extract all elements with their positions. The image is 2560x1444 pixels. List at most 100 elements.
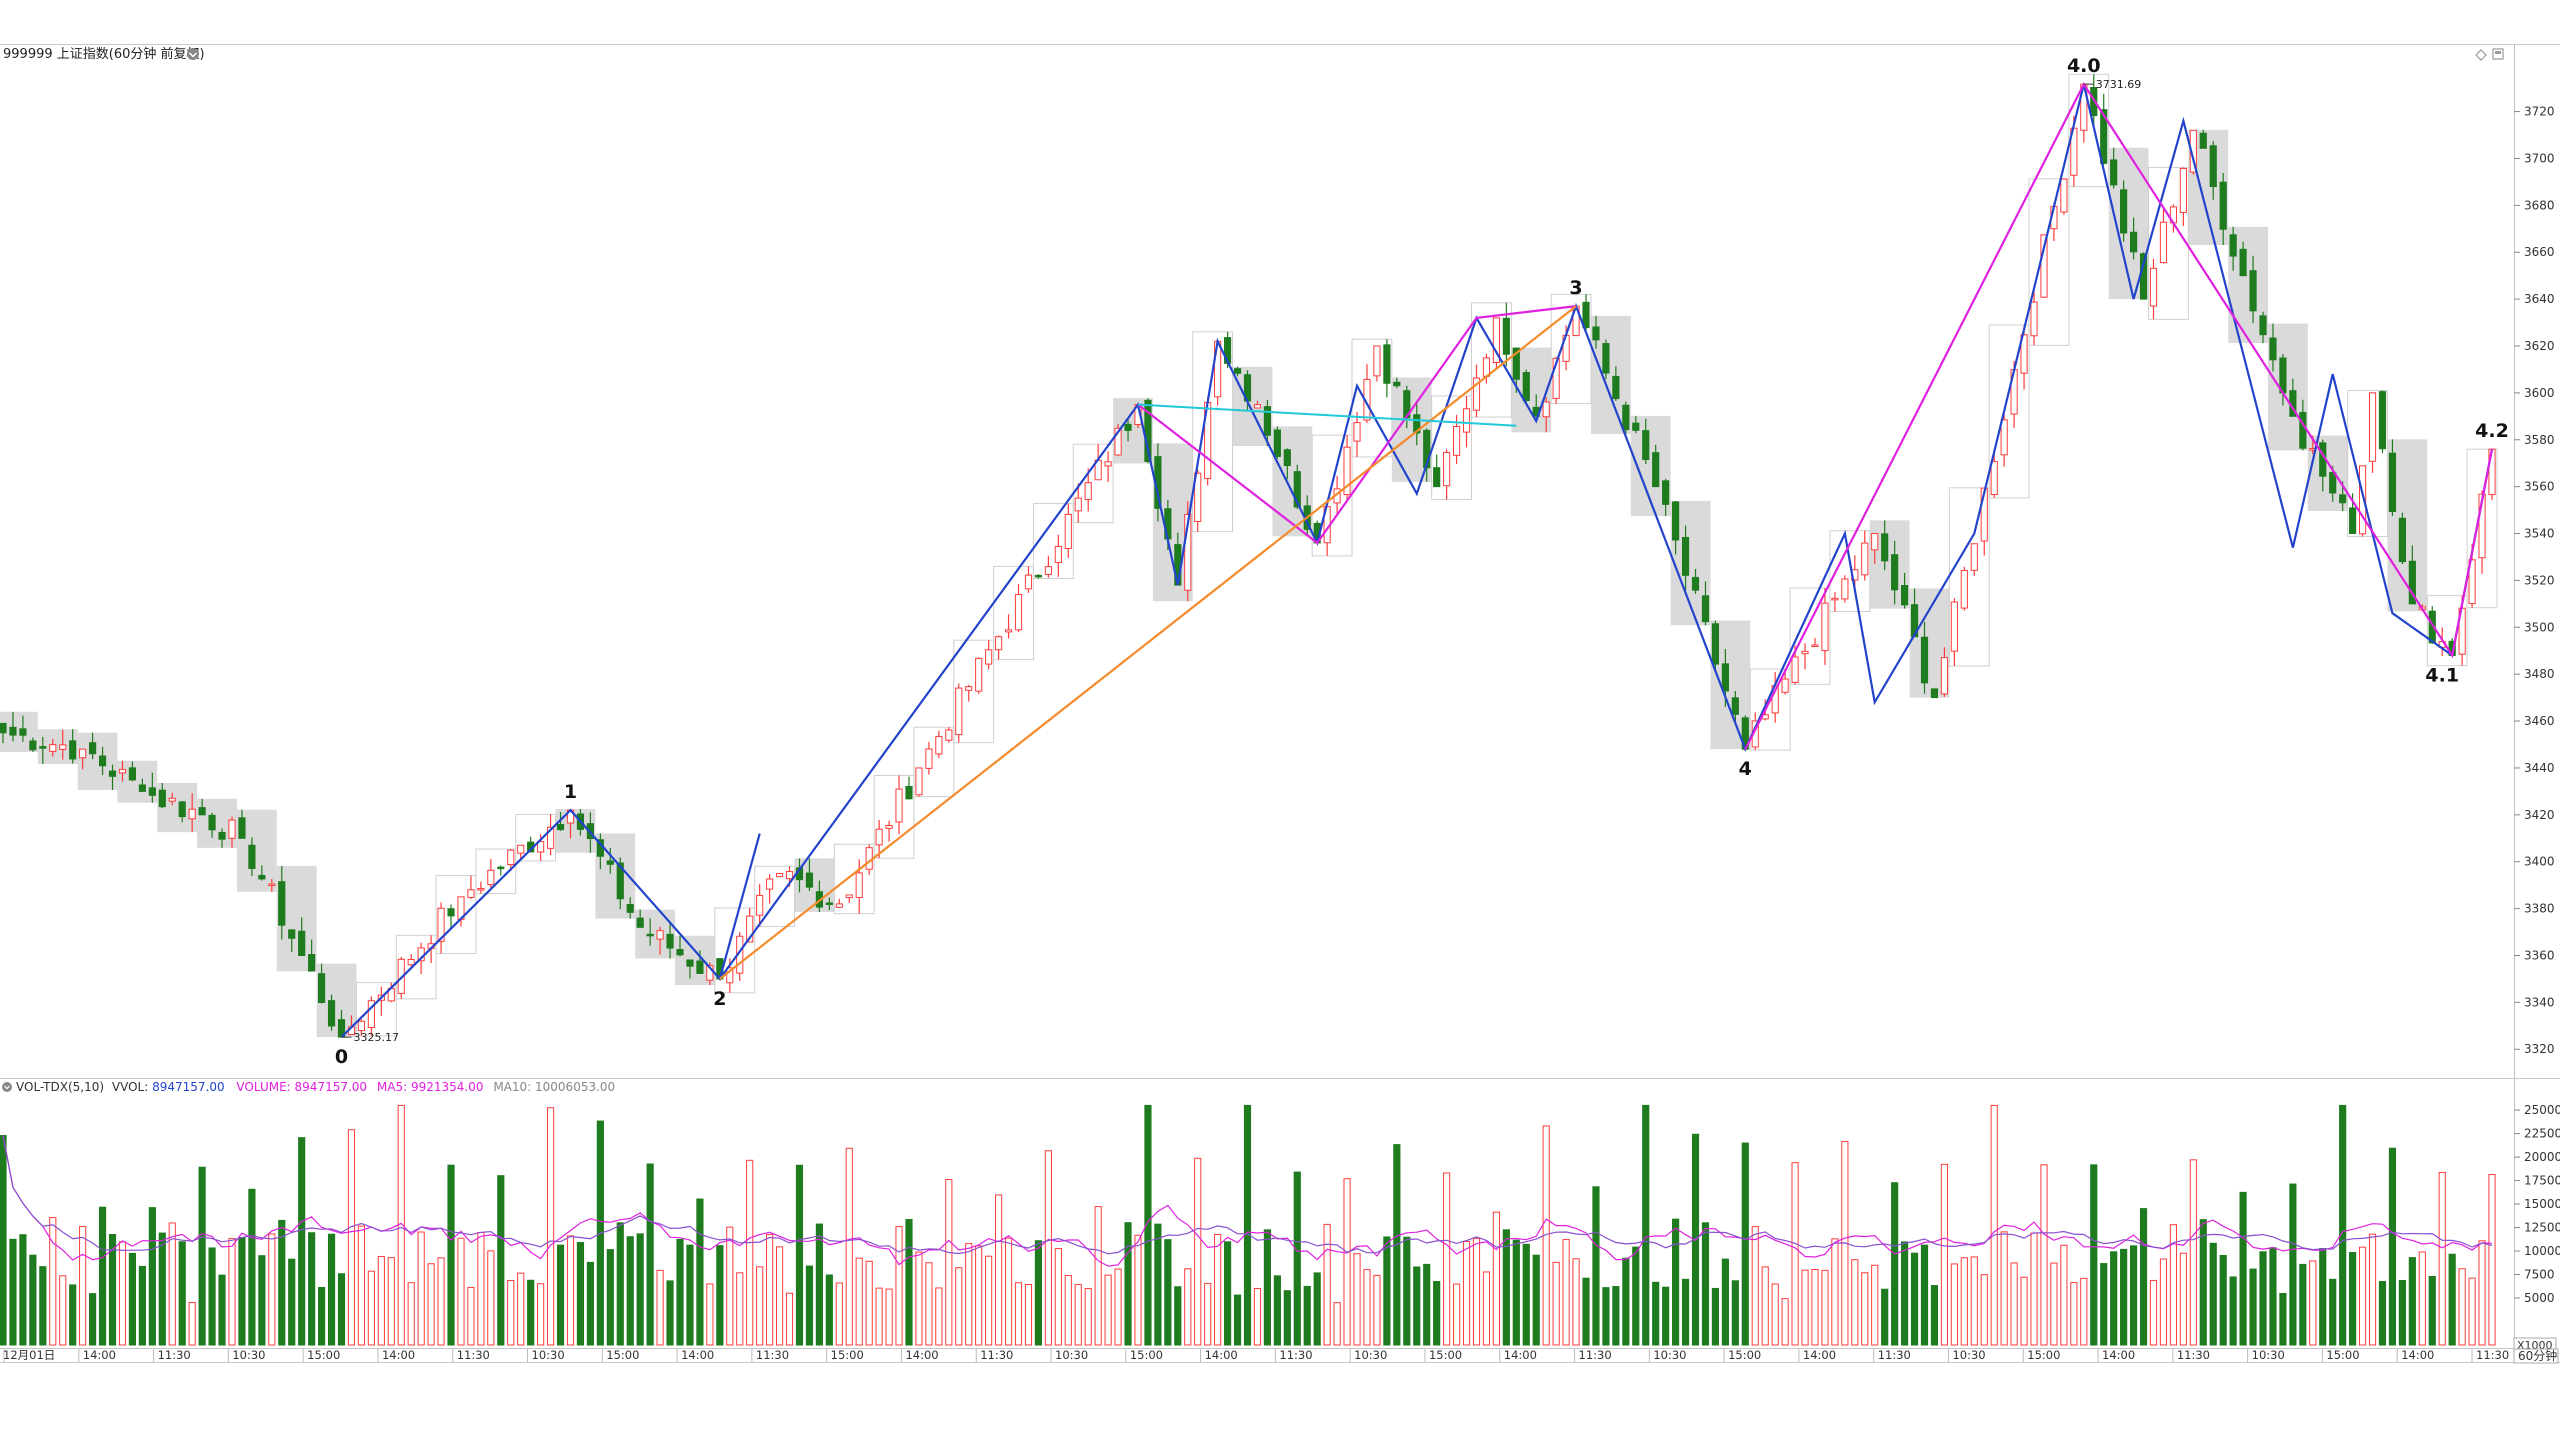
volume-bar — [815, 1223, 823, 1346]
time-axis-label: 10:30 — [1354, 1348, 1387, 1362]
volume-bar — [975, 1245, 983, 1346]
candle-body — [865, 847, 873, 870]
candle-body — [198, 807, 206, 816]
volume-bar — [616, 1222, 624, 1346]
volume-bar — [1313, 1272, 1321, 1346]
candle — [2100, 93, 2108, 165]
volume-bar — [357, 1225, 366, 1346]
candle — [845, 894, 853, 903]
candle-body — [148, 787, 156, 796]
candle — [39, 736, 47, 765]
candle-body — [1512, 347, 1520, 380]
candle-body — [497, 866, 505, 870]
price-axis-label: 3320 — [2524, 1042, 2555, 1056]
candle — [1383, 339, 1391, 398]
volume-bar — [2378, 1280, 2387, 1346]
candle-body — [208, 814, 216, 831]
volume-bar — [935, 1287, 943, 1346]
volume-bar — [89, 1293, 97, 1346]
candle-body — [995, 636, 1003, 651]
candle — [1831, 592, 1839, 612]
candle — [1064, 503, 1072, 558]
candle — [666, 922, 674, 959]
zone-box — [1032, 503, 1074, 579]
diamond-icon[interactable] — [2475, 49, 2487, 61]
volume-bar — [915, 1251, 923, 1346]
volume-bar — [288, 1258, 296, 1346]
volume-bar — [1373, 1274, 1381, 1346]
volume-bar — [905, 1219, 913, 1346]
candle — [2398, 512, 2406, 564]
candle — [2179, 167, 2187, 226]
candle-body — [318, 973, 326, 1003]
candle — [825, 897, 833, 911]
ma5-value: 9921354.00 — [411, 1080, 484, 1094]
candle-body — [825, 902, 833, 905]
price-annotation: 3325.17 — [354, 1031, 400, 1044]
candle-body — [238, 817, 246, 839]
candle-body — [2349, 507, 2357, 535]
candle-body — [955, 687, 963, 736]
volume-bar — [2448, 1253, 2456, 1346]
candle — [2358, 465, 2367, 537]
zone-box — [993, 565, 1034, 661]
candle-body — [1373, 345, 1381, 377]
candle — [228, 816, 236, 848]
candle — [59, 729, 67, 760]
price-axis-label: 3540 — [2524, 527, 2555, 541]
period-label[interactable]: 60分钟 — [2518, 1348, 2557, 1363]
candle — [1612, 366, 1620, 401]
volume-bar — [2139, 1208, 2148, 1346]
circle-menu-icon[interactable] — [187, 48, 199, 60]
volume-bar — [1652, 1281, 1660, 1346]
volume-bar — [2368, 1233, 2377, 1346]
volume-bar — [1871, 1264, 1879, 1346]
wave-label-4-0: 4.0 — [2067, 55, 2101, 77]
volume-bar — [965, 1243, 973, 1346]
volume-bar — [865, 1260, 873, 1346]
candle-body — [447, 908, 455, 917]
price-axis-label: 3480 — [2524, 667, 2555, 681]
volume-panel-icon[interactable] — [2, 1082, 12, 1092]
candle — [885, 820, 893, 842]
candle — [2060, 178, 2068, 215]
volume-bar — [128, 1252, 137, 1346]
candle-body — [1542, 401, 1550, 418]
volume-bar — [29, 1254, 37, 1346]
ma10-value: 10006053.00 — [535, 1080, 615, 1094]
candle-body — [1801, 650, 1809, 655]
volume-bar — [1214, 1233, 1222, 1346]
square-icon[interactable] — [2492, 48, 2504, 60]
candle-body — [2000, 419, 2008, 456]
volume-bar — [656, 1269, 664, 1346]
volume-bar — [2189, 1159, 2197, 1346]
volume-bar — [1950, 1263, 1958, 1346]
candle-body — [2209, 145, 2217, 188]
candle — [308, 939, 316, 972]
time-axis-label: 15:00 — [831, 1348, 864, 1362]
candle-body — [626, 904, 634, 913]
period-box[interactable] — [2513, 1348, 2559, 1364]
volume-bar — [1512, 1239, 1520, 1346]
wave-label-4-2: 4.2 — [2475, 420, 2509, 442]
candle-body — [2100, 109, 2108, 164]
candle — [1343, 435, 1351, 500]
candle — [1681, 525, 1690, 591]
candle-body — [2358, 465, 2367, 535]
time-axis-label: 15:00 — [2027, 1348, 2060, 1362]
volume-bar — [1632, 1246, 1640, 1346]
volume-bar — [1224, 1241, 1232, 1346]
candle-body — [706, 965, 714, 981]
time-axis-label: 14:00 — [2102, 1348, 2135, 1362]
candle — [1691, 568, 1700, 594]
candle-body — [1632, 422, 1640, 431]
candle-body — [1263, 406, 1271, 436]
candle — [218, 828, 226, 848]
volume-bar — [218, 1274, 226, 1346]
volume-bar — [1711, 1287, 1720, 1346]
ma5-line — [2, 1135, 2493, 1267]
candle-body — [357, 1020, 366, 1032]
candle — [1821, 588, 1829, 665]
volume-panel — [0, 1104, 2496, 1346]
time-axis-label: 10:30 — [1952, 1348, 1985, 1362]
